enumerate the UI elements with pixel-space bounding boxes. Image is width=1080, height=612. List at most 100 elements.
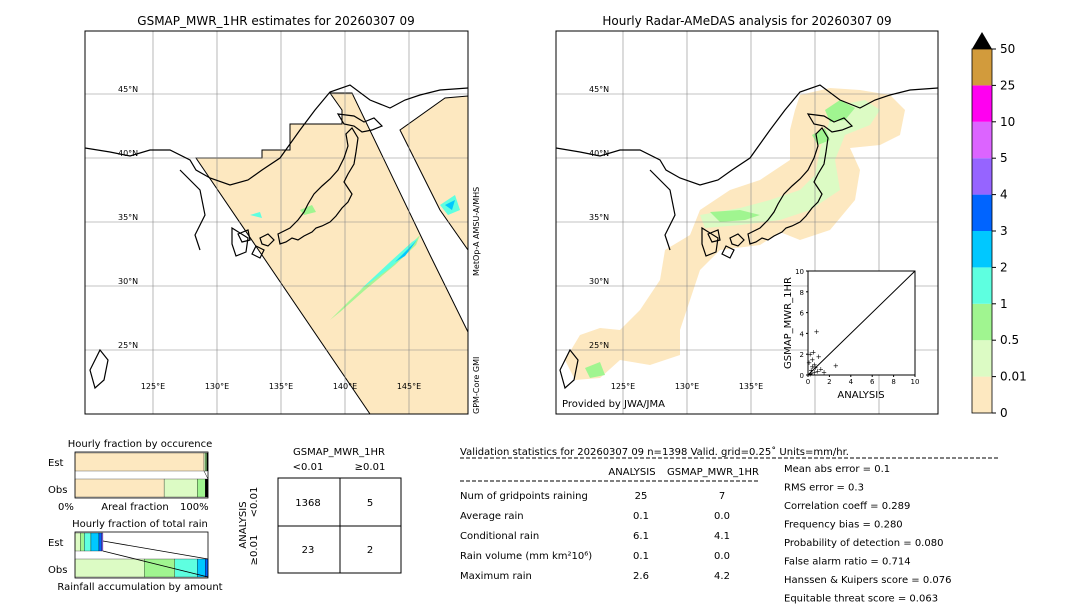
svg-text:145°E: 145°E — [397, 382, 421, 391]
rain-bar-est-seg-5 — [101, 532, 104, 552]
occ-bar-obs-seg-1 — [163, 478, 198, 498]
left-lat-labels: 45°N 40°N 35°N 30°N 25°N — [118, 85, 138, 350]
occurrence-title: Hourly fraction by occurence — [68, 439, 212, 450]
rain-bar-obs-seg-2 — [174, 558, 198, 578]
validation-score-6: Hanssen & Kuipers score = 0.076 — [784, 575, 951, 586]
scatter-point-14: + — [809, 356, 815, 364]
validation-row-gsmap-0: 7 — [719, 491, 725, 502]
left-coastlines — [85, 84, 468, 390]
validation-row-gsmap-2: 4.1 — [714, 531, 730, 542]
validation-row-analysis-2: 6.1 — [633, 531, 649, 542]
validation-col-gsmap: GSMAP_MWR_1HR — [667, 467, 759, 478]
ct-cell-01: 5 — [367, 498, 373, 509]
ct-row-1: <0.01 — [249, 487, 260, 518]
occ-bar-obs-seg-2 — [197, 478, 206, 498]
rain-label-est: Est — [48, 538, 64, 549]
colorbar-cell-0 — [972, 376, 992, 413]
scatter-point-13: + — [821, 368, 827, 376]
provider-credit: Provided by JWA/JMA — [562, 399, 665, 410]
scatter-ytick-0: 0 — [800, 372, 804, 380]
left-gridlines — [85, 31, 468, 414]
colorbar-cell-3 — [972, 267, 992, 304]
validation-col-analysis: ANALYSIS — [608, 467, 655, 478]
colorbar-cell-5 — [972, 194, 992, 231]
svg-text:140°E: 140°E — [333, 382, 357, 391]
validation-score-7: Equitable threat score = 0.063 — [784, 594, 938, 605]
svg-text:35°N: 35°N — [589, 213, 609, 222]
ct-col-1: <0.01 — [293, 462, 324, 473]
validation-row-analysis-0: 25 — [635, 491, 648, 502]
contingency-table: GSMAP_MWR_1HR <0.01 ≥0.01 1368 5 23 2 AN… — [238, 447, 402, 574]
colorbar-tick-9: 25 — [1000, 78, 1015, 92]
colorbar-tick-5: 3 — [1000, 224, 1008, 238]
right-lon-labels: 125°E 130°E 135°E — [611, 382, 763, 391]
rain-bar-obs-seg-0 — [74, 558, 145, 578]
validation-stats: Validation statistics for 20260307 09 n=… — [460, 446, 998, 605]
svg-text:130°E: 130°E — [675, 382, 699, 391]
occ-bar-est-seg-2 — [205, 452, 207, 472]
colorbar-tick-7: 5 — [1000, 151, 1008, 165]
scatter-point-2: + — [808, 366, 814, 374]
validation-row-analysis-4: 2.6 — [633, 571, 649, 582]
left-lon-labels: 125°E 130°E 135°E 140°E 145°E — [141, 382, 421, 391]
right-coastlines — [556, 84, 938, 390]
svg-text:135°E: 135°E — [739, 382, 763, 391]
validation-row-analysis-1: 0.1 — [633, 511, 649, 522]
scatter-point-9: + — [808, 369, 814, 377]
svg-text:25°N: 25°N — [589, 341, 609, 350]
validation-row-gsmap-1: 0.0 — [714, 511, 730, 522]
rain-fraction-title: Hourly fraction of total rain — [72, 519, 208, 530]
colorbar-tick-2: 0.5 — [1000, 333, 1019, 347]
svg-text:45°N: 45°N — [118, 85, 138, 94]
rain-bar-est-seg-4 — [98, 532, 102, 552]
right-map-title: Hourly Radar-AMeDAS analysis for 2026030… — [602, 14, 891, 28]
colorbar-over-arrow — [972, 32, 992, 49]
validation-row-label-3: Rain volume (mm km²10⁶) — [460, 551, 592, 562]
ct-title: GSMAP_MWR_1HR — [293, 447, 385, 458]
svg-text:40°N: 40°N — [589, 149, 609, 158]
ct-row-2: ≥0.01 — [249, 535, 260, 566]
scatter-ytick-1: 2 — [800, 351, 804, 359]
svg-text:125°E: 125°E — [141, 382, 165, 391]
validation-row-label-2: Conditional rain — [460, 531, 539, 542]
scatter-point-3: + — [809, 363, 815, 371]
scatter-xtick-1: 2 — [827, 378, 831, 386]
right-lat-labels: 45°N 40°N 35°N 30°N 25°N — [589, 85, 609, 350]
validation-row-label-4: Maximum rain — [460, 571, 532, 582]
validation-score-1: RMS error = 0.3 — [784, 483, 864, 494]
colorbar-tick-8: 10 — [1000, 115, 1015, 129]
rain-fraction-xlabel: Rainfall accumulation by amount — [57, 582, 222, 593]
ct-col-2: ≥0.01 — [355, 462, 386, 473]
validation-score-5: False alarm ratio = 0.714 — [784, 557, 911, 568]
svg-text:135°E: 135°E — [269, 382, 293, 391]
svg-text:30°N: 30°N — [118, 277, 138, 286]
validation-score-2: Correlation coeff = 0.289 — [784, 501, 910, 512]
scatter-ytick-4: 8 — [800, 289, 804, 297]
scatter-point-11: + — [807, 370, 813, 378]
colorbar-tick-6: 4 — [1000, 188, 1008, 202]
swath-label-metop: MetOp-A AMSU-A/MHS — [472, 187, 481, 276]
colorbar: 0 0.01 0.5 1 2 3 4 5 10 25 50 — [971, 32, 1027, 420]
occ-bar-est-seg-0 — [74, 452, 205, 472]
ct-cell-00: 1368 — [295, 498, 320, 509]
scatter-diagonal — [807, 270, 916, 376]
colorbar-tick-3: 1 — [1000, 297, 1008, 311]
validation-row-label-0: Num of gridpoints raining — [460, 491, 588, 502]
scatter-xlabel: ANALYSIS — [837, 390, 884, 401]
rain-fraction-chart: Hourly fraction of total rain Est Obs Ra… — [48, 519, 223, 593]
scatter-point-0: + — [806, 359, 812, 367]
scatter-point-10: + — [811, 361, 817, 369]
scatter-point-12: + — [815, 367, 821, 375]
scatter-point-4: + — [810, 349, 816, 357]
scatter-xtick-4: 8 — [891, 378, 895, 386]
svg-text:125°E: 125°E — [611, 382, 635, 391]
validation-score-4: Probability of detection = 0.080 — [784, 538, 943, 549]
colorbar-tick-10: 50 — [1000, 42, 1015, 56]
occ-tick-100: 100% — [180, 502, 209, 513]
scatter-point-5: + — [811, 368, 817, 376]
occurrence-chart: Hourly fraction by occurence Est Obs 0% … — [48, 439, 212, 513]
colorbar-cell-6 — [972, 158, 992, 195]
scatter-ylabel: GSMAP_MWR_1HR — [783, 277, 794, 369]
right-map: Hourly Radar-AMeDAS analysis for 2026030… — [555, 14, 939, 415]
